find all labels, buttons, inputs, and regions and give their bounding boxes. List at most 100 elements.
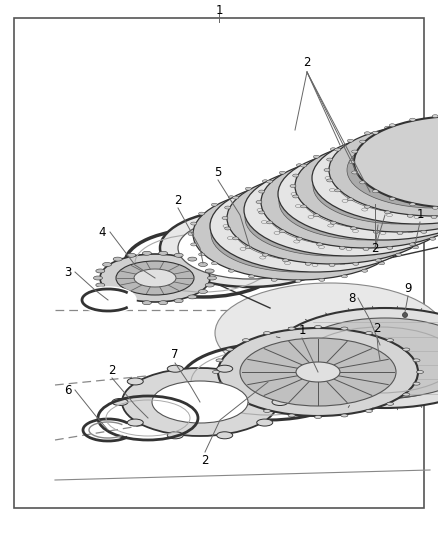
Ellipse shape xyxy=(278,148,438,240)
Ellipse shape xyxy=(387,155,393,158)
Ellipse shape xyxy=(313,148,438,224)
Ellipse shape xyxy=(283,174,289,177)
Ellipse shape xyxy=(328,224,334,227)
Ellipse shape xyxy=(283,259,289,262)
Ellipse shape xyxy=(347,132,438,208)
Ellipse shape xyxy=(313,214,319,217)
Ellipse shape xyxy=(403,348,410,351)
Ellipse shape xyxy=(341,327,348,330)
Ellipse shape xyxy=(216,359,223,362)
Ellipse shape xyxy=(430,164,436,167)
Ellipse shape xyxy=(350,142,357,145)
Ellipse shape xyxy=(174,253,183,257)
Ellipse shape xyxy=(414,215,420,219)
Ellipse shape xyxy=(262,253,268,256)
Ellipse shape xyxy=(312,263,318,266)
Ellipse shape xyxy=(398,177,404,180)
Text: 1: 1 xyxy=(215,4,223,17)
Ellipse shape xyxy=(226,393,233,396)
Ellipse shape xyxy=(328,161,334,164)
Ellipse shape xyxy=(330,221,336,224)
Ellipse shape xyxy=(113,257,122,261)
Text: 2: 2 xyxy=(371,241,379,254)
Ellipse shape xyxy=(313,155,319,158)
Ellipse shape xyxy=(364,132,370,135)
Ellipse shape xyxy=(112,399,128,406)
Ellipse shape xyxy=(285,188,290,190)
Ellipse shape xyxy=(215,283,438,383)
Ellipse shape xyxy=(373,139,379,142)
Ellipse shape xyxy=(285,262,290,264)
Text: 7: 7 xyxy=(171,349,179,361)
Ellipse shape xyxy=(324,168,330,172)
Ellipse shape xyxy=(82,289,134,311)
Ellipse shape xyxy=(432,115,438,118)
Ellipse shape xyxy=(385,126,391,129)
Ellipse shape xyxy=(421,230,427,233)
Text: 9: 9 xyxy=(404,281,412,295)
Text: 5: 5 xyxy=(214,166,222,179)
Ellipse shape xyxy=(402,232,408,236)
Ellipse shape xyxy=(342,199,348,203)
Ellipse shape xyxy=(339,155,345,158)
Ellipse shape xyxy=(300,205,307,208)
Ellipse shape xyxy=(339,262,346,264)
Ellipse shape xyxy=(327,179,333,182)
Ellipse shape xyxy=(222,216,228,220)
Ellipse shape xyxy=(329,165,336,167)
Ellipse shape xyxy=(218,328,418,416)
Ellipse shape xyxy=(319,187,325,190)
Ellipse shape xyxy=(227,213,233,215)
Ellipse shape xyxy=(407,230,413,232)
Ellipse shape xyxy=(260,193,266,196)
Ellipse shape xyxy=(413,246,419,249)
Ellipse shape xyxy=(293,195,299,198)
Ellipse shape xyxy=(249,190,254,193)
Ellipse shape xyxy=(432,161,438,164)
Ellipse shape xyxy=(290,184,296,188)
Ellipse shape xyxy=(228,269,234,272)
Ellipse shape xyxy=(335,189,341,192)
Ellipse shape xyxy=(363,247,369,251)
Ellipse shape xyxy=(346,247,352,251)
Ellipse shape xyxy=(267,221,272,224)
Ellipse shape xyxy=(167,365,183,372)
Ellipse shape xyxy=(264,332,271,335)
Ellipse shape xyxy=(296,164,302,167)
Ellipse shape xyxy=(352,171,358,174)
Ellipse shape xyxy=(353,230,358,232)
Ellipse shape xyxy=(264,409,271,413)
Ellipse shape xyxy=(233,196,239,199)
Text: 4: 4 xyxy=(98,225,106,238)
Ellipse shape xyxy=(431,122,437,125)
Ellipse shape xyxy=(122,368,278,436)
Ellipse shape xyxy=(134,269,176,287)
Text: 2: 2 xyxy=(174,193,182,206)
Ellipse shape xyxy=(431,215,437,219)
Ellipse shape xyxy=(342,154,348,157)
Ellipse shape xyxy=(413,187,419,190)
Ellipse shape xyxy=(318,246,325,248)
Ellipse shape xyxy=(272,399,288,406)
Ellipse shape xyxy=(191,243,197,246)
Ellipse shape xyxy=(417,370,424,374)
Ellipse shape xyxy=(335,148,341,151)
Ellipse shape xyxy=(436,216,438,220)
Ellipse shape xyxy=(193,188,403,280)
Ellipse shape xyxy=(191,222,197,225)
Ellipse shape xyxy=(266,174,432,246)
Ellipse shape xyxy=(399,243,405,246)
Text: 1: 1 xyxy=(298,324,306,336)
Ellipse shape xyxy=(294,240,300,243)
Ellipse shape xyxy=(314,326,321,328)
Ellipse shape xyxy=(349,160,355,164)
Ellipse shape xyxy=(387,402,394,405)
Ellipse shape xyxy=(353,171,359,174)
Ellipse shape xyxy=(102,262,112,266)
Ellipse shape xyxy=(397,231,403,235)
Ellipse shape xyxy=(410,203,416,206)
Ellipse shape xyxy=(329,124,438,216)
Ellipse shape xyxy=(339,246,345,249)
Ellipse shape xyxy=(167,432,183,439)
Ellipse shape xyxy=(198,212,205,215)
